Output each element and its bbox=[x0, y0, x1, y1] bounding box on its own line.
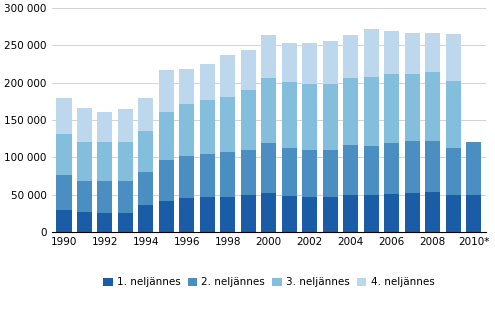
Bar bbox=[77, 181, 92, 212]
Bar bbox=[425, 192, 441, 232]
Bar bbox=[138, 172, 153, 205]
Bar bbox=[466, 195, 482, 232]
Bar bbox=[466, 142, 482, 195]
Bar bbox=[302, 84, 317, 150]
Bar bbox=[241, 195, 256, 232]
Bar bbox=[56, 210, 71, 232]
Bar bbox=[384, 143, 399, 194]
Bar bbox=[138, 98, 153, 131]
Bar bbox=[220, 97, 236, 152]
Bar bbox=[282, 43, 297, 82]
Bar bbox=[199, 100, 215, 154]
Bar bbox=[97, 112, 112, 142]
Bar bbox=[158, 201, 174, 232]
Bar bbox=[118, 109, 133, 142]
Bar bbox=[425, 141, 441, 192]
Bar bbox=[446, 34, 461, 81]
Bar bbox=[118, 181, 133, 214]
Bar bbox=[302, 197, 317, 232]
Bar bbox=[323, 197, 338, 232]
Bar bbox=[179, 104, 195, 156]
Bar bbox=[323, 84, 338, 150]
Bar bbox=[404, 33, 420, 74]
Bar bbox=[261, 78, 276, 143]
Bar bbox=[446, 81, 461, 148]
Bar bbox=[158, 70, 174, 112]
Bar bbox=[220, 55, 236, 97]
Bar bbox=[97, 181, 112, 214]
Bar bbox=[158, 112, 174, 160]
Bar bbox=[425, 72, 441, 141]
Bar bbox=[323, 41, 338, 84]
Bar bbox=[261, 35, 276, 78]
Bar bbox=[363, 29, 379, 77]
Bar bbox=[138, 205, 153, 232]
Bar bbox=[241, 150, 256, 195]
Bar bbox=[118, 214, 133, 232]
Bar bbox=[343, 78, 358, 145]
Bar bbox=[363, 146, 379, 195]
Bar bbox=[158, 160, 174, 201]
Bar bbox=[404, 193, 420, 232]
Bar bbox=[384, 31, 399, 74]
Bar bbox=[384, 194, 399, 232]
Bar bbox=[77, 108, 92, 142]
Bar bbox=[220, 152, 236, 197]
Bar bbox=[199, 64, 215, 100]
Bar bbox=[343, 35, 358, 78]
Bar bbox=[425, 33, 441, 72]
Bar bbox=[56, 175, 71, 210]
Bar bbox=[241, 90, 256, 150]
Bar bbox=[220, 197, 236, 232]
Legend: 1. neljännes, 2. neljännes, 3. neljännes, 4. neljännes: 1. neljännes, 2. neljännes, 3. neljännes… bbox=[99, 273, 439, 291]
Bar bbox=[446, 195, 461, 232]
Bar bbox=[179, 199, 195, 232]
Bar bbox=[241, 50, 256, 90]
Bar bbox=[118, 142, 133, 181]
Bar bbox=[343, 145, 358, 195]
Bar bbox=[404, 74, 420, 141]
Bar bbox=[446, 148, 461, 195]
Bar bbox=[384, 74, 399, 143]
Bar bbox=[199, 154, 215, 197]
Bar bbox=[282, 196, 297, 232]
Bar bbox=[363, 77, 379, 146]
Bar bbox=[179, 156, 195, 199]
Bar bbox=[302, 43, 317, 84]
Bar bbox=[97, 142, 112, 181]
Bar bbox=[343, 195, 358, 232]
Bar bbox=[97, 214, 112, 232]
Bar bbox=[323, 150, 338, 197]
Bar bbox=[56, 98, 71, 134]
Bar bbox=[282, 82, 297, 148]
Bar bbox=[261, 193, 276, 232]
Bar bbox=[302, 150, 317, 197]
Bar bbox=[77, 142, 92, 181]
Bar bbox=[261, 143, 276, 193]
Bar bbox=[138, 131, 153, 172]
Bar bbox=[282, 148, 297, 196]
Bar bbox=[77, 212, 92, 232]
Bar bbox=[363, 195, 379, 232]
Bar bbox=[179, 69, 195, 104]
Bar bbox=[56, 134, 71, 175]
Bar bbox=[199, 197, 215, 232]
Bar bbox=[404, 141, 420, 193]
